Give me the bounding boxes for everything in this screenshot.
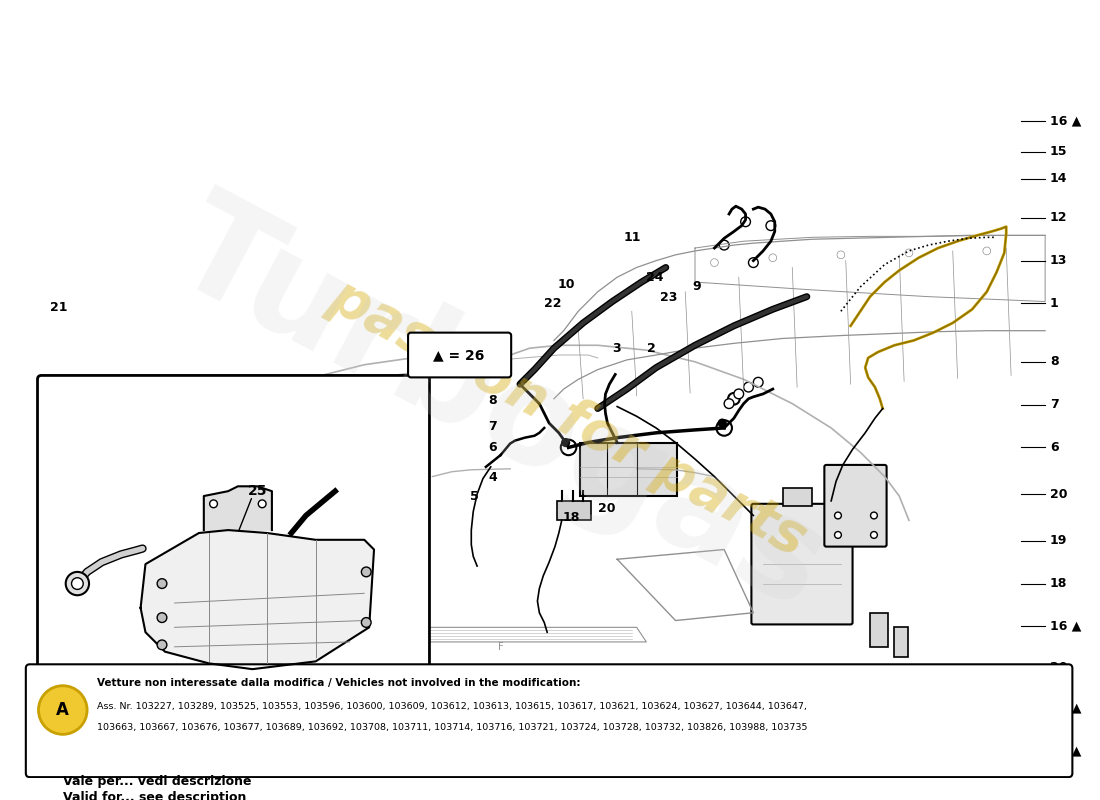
- Text: Vetture non interessate dalla modifica / Vehicles not involved in the modificati: Vetture non interessate dalla modifica /…: [97, 678, 581, 688]
- Text: 11: 11: [624, 231, 641, 244]
- Text: Turbogas: Turbogas: [152, 180, 849, 637]
- Text: A: A: [56, 701, 69, 719]
- Text: 16 ▲: 16 ▲: [1050, 744, 1081, 758]
- Circle shape: [734, 389, 744, 398]
- FancyBboxPatch shape: [37, 375, 429, 767]
- Circle shape: [258, 500, 266, 508]
- Text: 13: 13: [1050, 254, 1067, 267]
- Text: 18: 18: [1050, 577, 1067, 590]
- Bar: [782, 488, 812, 506]
- Text: 21: 21: [51, 301, 68, 314]
- Text: F: F: [497, 642, 504, 652]
- Circle shape: [157, 578, 167, 589]
- Text: 1: 1: [1050, 297, 1059, 310]
- Circle shape: [94, 546, 129, 582]
- Text: 12: 12: [1050, 211, 1067, 224]
- Text: 20: 20: [1050, 661, 1067, 674]
- Text: 10: 10: [558, 278, 575, 291]
- Text: 9: 9: [692, 280, 701, 293]
- Circle shape: [769, 254, 777, 262]
- Circle shape: [157, 640, 167, 650]
- Circle shape: [718, 419, 726, 427]
- Polygon shape: [204, 486, 272, 530]
- Text: 20: 20: [598, 502, 616, 514]
- Circle shape: [870, 512, 878, 519]
- Text: 103663, 103667, 103676, 103677, 103689, 103692, 103708, 103711, 103714, 103716, : 103663, 103667, 103676, 103677, 103689, …: [97, 723, 807, 732]
- Polygon shape: [141, 530, 374, 669]
- Circle shape: [362, 618, 371, 627]
- Circle shape: [835, 512, 842, 519]
- Circle shape: [748, 258, 758, 267]
- Text: 16 ▲: 16 ▲: [1050, 114, 1081, 127]
- Text: Ass. Nr. 103227, 103289, 103525, 103553, 103596, 103600, 103609, 103612, 103613,: Ass. Nr. 103227, 103289, 103525, 103553,…: [97, 702, 806, 710]
- Circle shape: [905, 249, 913, 257]
- Text: 7: 7: [488, 420, 497, 433]
- Circle shape: [66, 572, 89, 595]
- Text: 22: 22: [543, 297, 561, 310]
- Text: 14: 14: [1050, 173, 1067, 186]
- Text: 6: 6: [488, 441, 497, 454]
- Bar: [68, 526, 161, 603]
- Circle shape: [39, 686, 87, 734]
- Circle shape: [562, 438, 570, 446]
- Text: 25: 25: [248, 484, 267, 498]
- FancyBboxPatch shape: [25, 664, 1072, 777]
- Text: 25: 25: [257, 734, 275, 746]
- Circle shape: [716, 420, 732, 436]
- Text: 24: 24: [647, 270, 663, 283]
- Text: passion for parts: passion for parts: [321, 270, 816, 567]
- Circle shape: [103, 556, 119, 572]
- FancyBboxPatch shape: [751, 504, 852, 625]
- Text: Valid for... see description: Valid for... see description: [63, 791, 246, 800]
- Circle shape: [210, 500, 218, 508]
- Circle shape: [157, 613, 167, 622]
- Circle shape: [754, 378, 763, 387]
- Circle shape: [870, 531, 878, 538]
- Text: 5: 5: [470, 490, 478, 503]
- Bar: [894, 627, 908, 657]
- Text: ▲ = 26: ▲ = 26: [433, 348, 484, 362]
- Text: 4: 4: [488, 471, 497, 484]
- Text: 18: 18: [563, 511, 581, 524]
- Text: 19: 19: [1050, 534, 1067, 547]
- FancyArrowPatch shape: [141, 444, 191, 478]
- Circle shape: [835, 531, 842, 538]
- Text: 7: 7: [1050, 398, 1059, 411]
- Circle shape: [72, 578, 84, 590]
- Text: 21: 21: [50, 598, 67, 611]
- Circle shape: [719, 240, 729, 250]
- Text: 3: 3: [613, 342, 620, 355]
- Circle shape: [711, 258, 718, 266]
- Bar: [580, 442, 678, 496]
- Circle shape: [983, 247, 991, 255]
- FancyBboxPatch shape: [824, 465, 887, 546]
- FancyBboxPatch shape: [408, 333, 512, 378]
- Text: 15: 15: [1050, 146, 1067, 158]
- Text: 16 ▲: 16 ▲: [1050, 620, 1081, 633]
- Circle shape: [837, 251, 845, 258]
- Circle shape: [362, 567, 371, 577]
- Text: 8: 8: [1050, 355, 1058, 368]
- Text: 6: 6: [1050, 441, 1058, 454]
- Circle shape: [744, 382, 754, 392]
- Circle shape: [728, 393, 739, 405]
- Text: Vale per... vedi descrizione: Vale per... vedi descrizione: [63, 774, 251, 787]
- Text: 2: 2: [648, 342, 657, 355]
- Text: 20: 20: [1050, 487, 1067, 501]
- Circle shape: [740, 217, 750, 226]
- Text: 23: 23: [660, 290, 678, 304]
- Bar: [75, 537, 125, 595]
- Circle shape: [561, 440, 576, 455]
- Text: 8: 8: [488, 394, 497, 407]
- Circle shape: [766, 221, 775, 230]
- Bar: [870, 613, 888, 646]
- Circle shape: [724, 398, 734, 409]
- Text: 17 ▲: 17 ▲: [1050, 702, 1081, 714]
- Bar: [557, 501, 591, 520]
